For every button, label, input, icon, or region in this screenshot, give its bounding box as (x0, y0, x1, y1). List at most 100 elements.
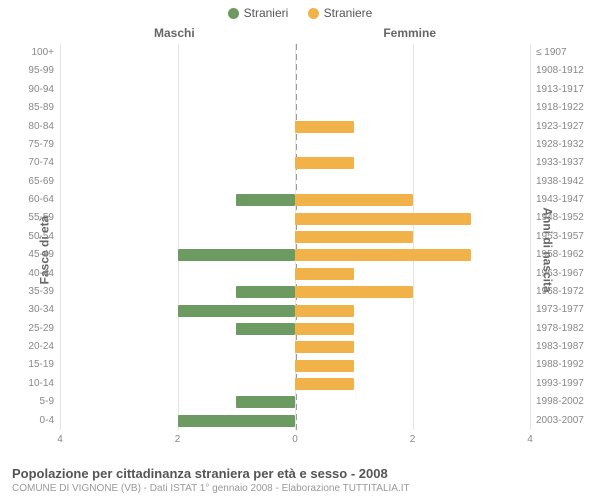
bar-female (295, 360, 354, 372)
bar-male (178, 249, 296, 261)
bar-male (178, 305, 296, 317)
y-left-label: 55-59 (0, 209, 54, 227)
bar-female (295, 213, 471, 225)
y-right-label: 1953-1957 (536, 228, 584, 246)
y-right-label: 1993-1997 (536, 375, 584, 393)
chart-row (60, 44, 530, 62)
x-tick: 4 (57, 434, 63, 445)
bar-female (295, 323, 354, 335)
y-left-label: 90-94 (0, 81, 54, 99)
y-right-label: 2003-2007 (536, 412, 584, 430)
chart-row (60, 191, 530, 209)
y-right-label: 1948-1952 (536, 209, 584, 227)
y-left-label: 45-49 (0, 246, 54, 264)
y-right-label: 1998-2002 (536, 393, 584, 411)
plot-area: Maschi Femmine (60, 44, 530, 430)
chart-row (60, 338, 530, 356)
chart-row (60, 393, 530, 411)
chart-row (60, 118, 530, 136)
x-tick: 2 (175, 434, 181, 445)
chart-row (60, 301, 530, 319)
top-label-maschi: Maschi (154, 26, 195, 40)
y-right-label: 1973-1977 (536, 301, 584, 319)
chart-row (60, 173, 530, 191)
y-right-label: 1963-1967 (536, 265, 584, 283)
chart-row (60, 209, 530, 227)
y-right-label: ≤ 1907 (536, 44, 567, 62)
legend-item-male: Stranieri (228, 6, 289, 20)
bar-female (295, 249, 471, 261)
footer-subtitle: COMUNE DI VIGNONE (VB) - Dati ISTAT 1° g… (12, 483, 588, 494)
x-tick: 4 (527, 434, 533, 445)
bar-female (295, 268, 354, 280)
bar-female (295, 194, 413, 206)
legend-item-female: Straniere (308, 6, 373, 20)
chart-container: Stranieri Straniere Maschi Femmine Fasce… (0, 0, 600, 500)
y-right-label: 1923-1927 (536, 118, 584, 136)
y-right-label: 1918-1922 (536, 99, 584, 117)
chart-row (60, 265, 530, 283)
chart-row (60, 283, 530, 301)
y-right-label: 1978-1982 (536, 320, 584, 338)
bar-male (236, 323, 295, 335)
y-left-label: 80-84 (0, 118, 54, 136)
chart-row (60, 154, 530, 172)
top-labels: Maschi Femmine (60, 26, 530, 44)
x-tick: 0 (292, 434, 298, 445)
y-right-label: 1988-1992 (536, 356, 584, 374)
chart-row (60, 62, 530, 80)
y-left-label: 0-4 (0, 412, 54, 430)
y-left-label: 95-99 (0, 62, 54, 80)
y-left-label: 75-79 (0, 136, 54, 154)
y-right-label: 1983-1987 (536, 338, 584, 356)
y-left-label: 60-64 (0, 191, 54, 209)
chart-row (60, 375, 530, 393)
y-left-label: 40-44 (0, 265, 54, 283)
chart-row (60, 81, 530, 99)
legend-label-female: Straniere (324, 6, 373, 20)
bar-female (295, 378, 354, 390)
chart-row (60, 136, 530, 154)
y-left-label: 50-54 (0, 228, 54, 246)
y-left-label: 35-39 (0, 283, 54, 301)
y-left-label: 65-69 (0, 173, 54, 191)
y-left-label: 100+ (0, 44, 54, 62)
x-tick: 2 (410, 434, 416, 445)
grid-line (530, 44, 531, 430)
bar-female (295, 231, 413, 243)
y-left-label: 70-74 (0, 154, 54, 172)
footer: Popolazione per cittadinanza straniera p… (12, 466, 588, 494)
bar-female (295, 341, 354, 353)
y-left-label: 15-19 (0, 356, 54, 374)
y-right-label: 1928-1932 (536, 136, 584, 154)
legend-label-male: Stranieri (244, 6, 289, 20)
y-left-label: 30-34 (0, 301, 54, 319)
bar-male (236, 286, 295, 298)
y-right-label: 1958-1962 (536, 246, 584, 264)
y-right-label: 1908-1912 (536, 62, 584, 80)
top-label-femmine: Femmine (383, 26, 436, 40)
y-left-label: 25-29 (0, 320, 54, 338)
legend-swatch-female (308, 8, 319, 19)
chart-row (60, 412, 530, 430)
legend-swatch-male (228, 8, 239, 19)
y-left-label: 85-89 (0, 99, 54, 117)
chart-row (60, 99, 530, 117)
bar-male (178, 415, 296, 427)
bar-male (236, 194, 295, 206)
chart-row (60, 356, 530, 374)
footer-title: Popolazione per cittadinanza straniera p… (12, 466, 588, 481)
bar-female (295, 157, 354, 169)
y-right-label: 1968-1972 (536, 283, 584, 301)
bar-female (295, 305, 354, 317)
y-right-label: 1938-1942 (536, 173, 584, 191)
y-left-label: 20-24 (0, 338, 54, 356)
y-right-label: 1933-1937 (536, 154, 584, 172)
y-right-label: 1913-1917 (536, 81, 584, 99)
bar-male (236, 396, 295, 408)
y-right-label: 1943-1947 (536, 191, 584, 209)
y-left-label: 10-14 (0, 375, 54, 393)
chart-row (60, 320, 530, 338)
bar-female (295, 286, 413, 298)
bar-female (295, 121, 354, 133)
